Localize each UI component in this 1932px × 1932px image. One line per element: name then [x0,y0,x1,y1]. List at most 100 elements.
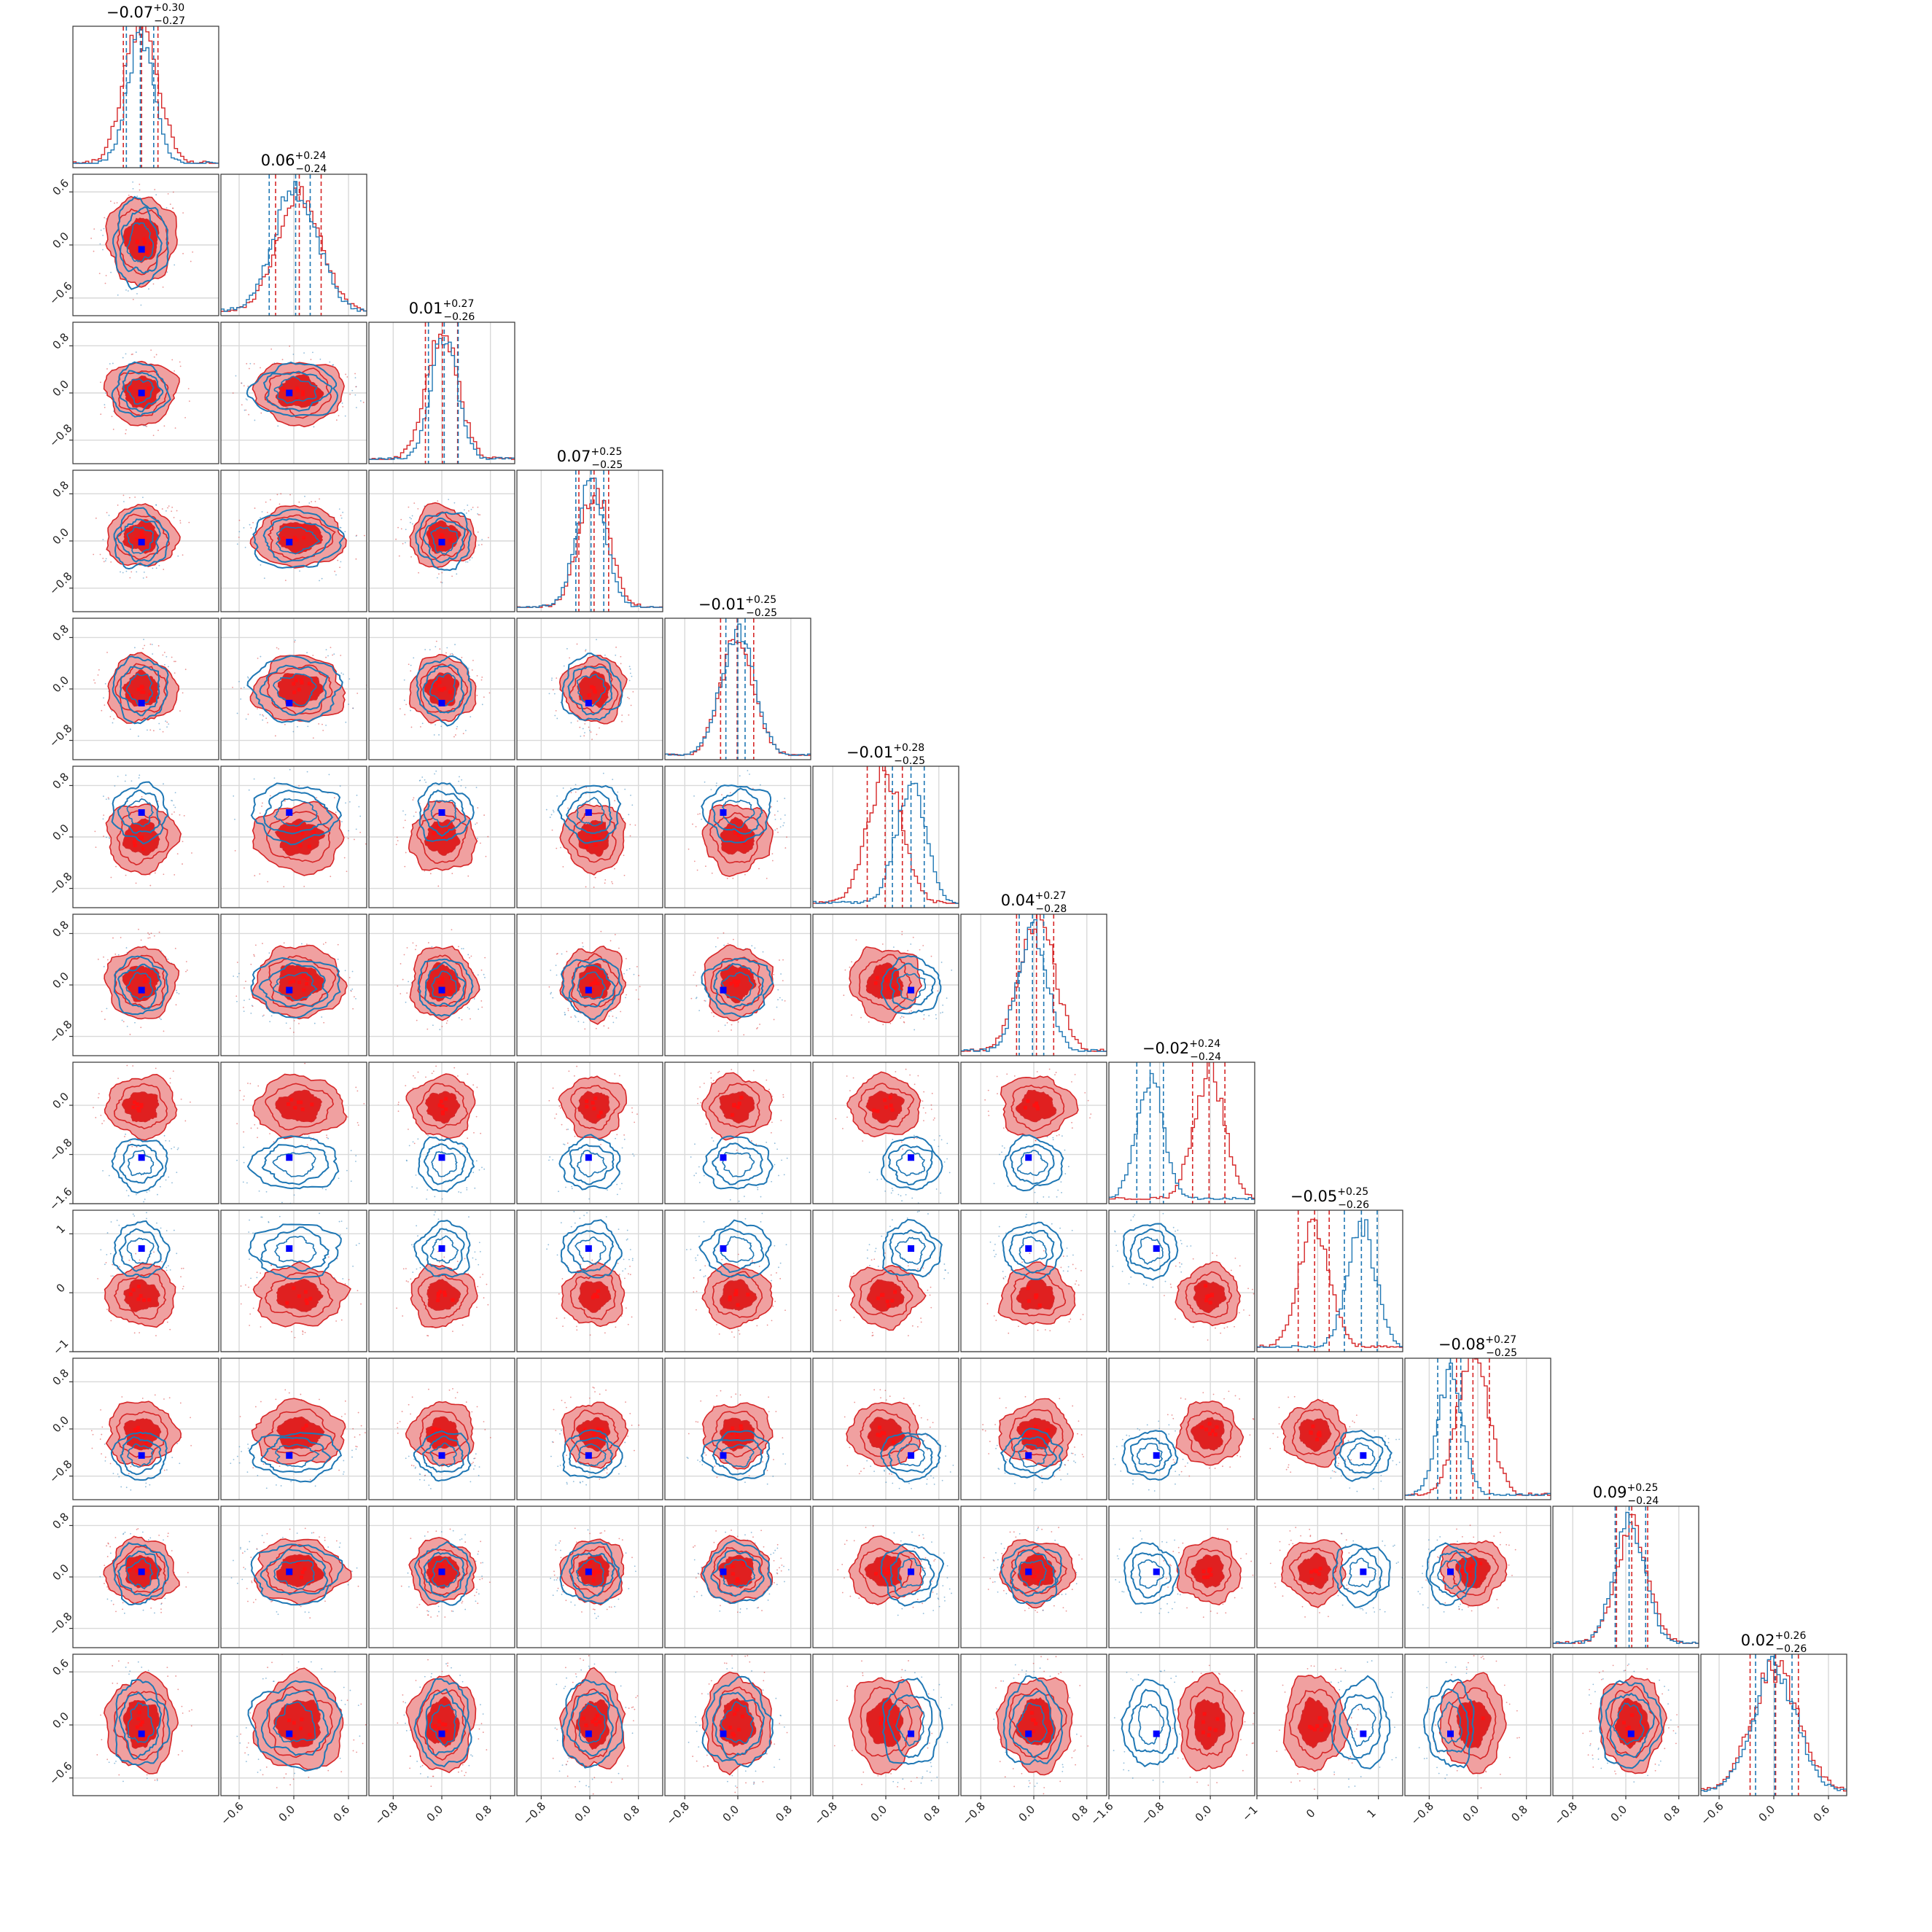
sample-point [413,1246,414,1248]
sample-point [1250,1560,1253,1562]
sample-point [902,1148,904,1150]
sample-point [476,675,478,677]
sample-point [1216,1782,1218,1783]
sample-point [1123,1591,1125,1593]
sample-point [920,1417,922,1419]
sample-point [415,1466,416,1468]
sample-point [860,1016,862,1018]
sample-point [125,429,127,431]
sample-point [699,1086,701,1088]
sample-point [570,722,572,724]
sample-point [1021,1261,1024,1263]
sample-point [1058,1527,1060,1529]
sample-point [561,1764,564,1767]
param-title: −0.01+0.25 −0.25 [698,594,777,619]
density-peak [1208,1301,1212,1305]
sample-point [923,1440,925,1442]
sample-point [185,961,187,962]
sample-point [593,1663,596,1665]
sample-point [239,1742,241,1744]
sample-point [96,1754,98,1756]
sample-point [412,1271,414,1273]
sample-point [549,1156,551,1158]
sample-point [341,402,343,404]
sample-point [252,1232,254,1234]
sample-point [413,815,415,817]
sample-point [137,1527,139,1530]
y-tick-label: 0 [54,1281,68,1295]
sample-point [787,1569,790,1570]
sample-point [461,948,463,950]
sample-point [421,1599,422,1601]
panel-7-6 [960,1062,1107,1204]
sample-point [354,394,357,396]
sample-point [1115,1244,1118,1247]
sample-point [602,772,604,774]
sample-point [625,1465,626,1468]
density-peak [1460,1571,1465,1575]
sample-point [360,1703,362,1705]
sample-point [167,958,169,960]
density-peak [300,680,304,685]
sample-point [259,714,261,716]
sample-point [576,1065,578,1067]
sample-point [408,1586,410,1588]
sample-point [399,1420,401,1422]
sample-point [238,1462,241,1464]
title-plus: +0.24 [1189,1038,1220,1050]
sample-point [739,1394,741,1396]
sample-point [774,1581,775,1584]
sample-point [419,1772,421,1775]
sample-point [270,1264,273,1266]
sample-point [244,1000,245,1002]
sample-point [438,734,440,736]
density-peak [728,981,733,986]
sample-point [779,1567,780,1569]
sample-point [1064,1173,1067,1175]
sample-point [410,1244,413,1246]
panel-frame [516,1210,663,1352]
sample-point [471,669,473,671]
density-peak [599,1436,603,1440]
sample-point [99,243,101,245]
sample-point [608,1606,610,1608]
sample-point [117,294,119,296]
sample-point [176,989,177,992]
sample-point [166,1321,168,1323]
panel-frame [960,1062,1107,1204]
sample-point [843,994,845,997]
sample-point [1443,1610,1445,1613]
contour-b-inner [126,378,155,405]
sample-point [461,1770,463,1772]
sample-point [931,1092,933,1094]
sample-point [743,1034,745,1036]
sample-point [778,1266,779,1269]
sample-point [98,1093,100,1095]
sample-point [783,822,785,824]
sample-point [559,1433,561,1435]
sample-point [257,1137,258,1139]
sample-point [243,1161,245,1164]
sample-point [298,784,300,787]
sample-point [1496,1599,1498,1600]
sample-point [1121,1438,1123,1441]
sample-point [870,1465,872,1467]
sample-point [481,1578,483,1580]
panel-frame [960,914,1107,1056]
sample-point [1060,1479,1062,1481]
sample-point [1053,1605,1055,1607]
sample-point [144,1199,146,1200]
sample-point [922,1776,924,1777]
sample-point [707,1765,709,1767]
sample-point [154,189,156,190]
x-tick-label: −0.6 [218,1799,246,1827]
density-peak [297,1294,301,1298]
y-tick-label: 0.8 [50,918,71,940]
sample-point [184,669,187,671]
sample-point [308,502,311,504]
sample-point [1352,1420,1354,1422]
density-peak [303,1290,308,1294]
sample-point [1497,1607,1499,1609]
x-tick-label: 0.0 [572,1803,594,1825]
sample-point [335,811,337,814]
